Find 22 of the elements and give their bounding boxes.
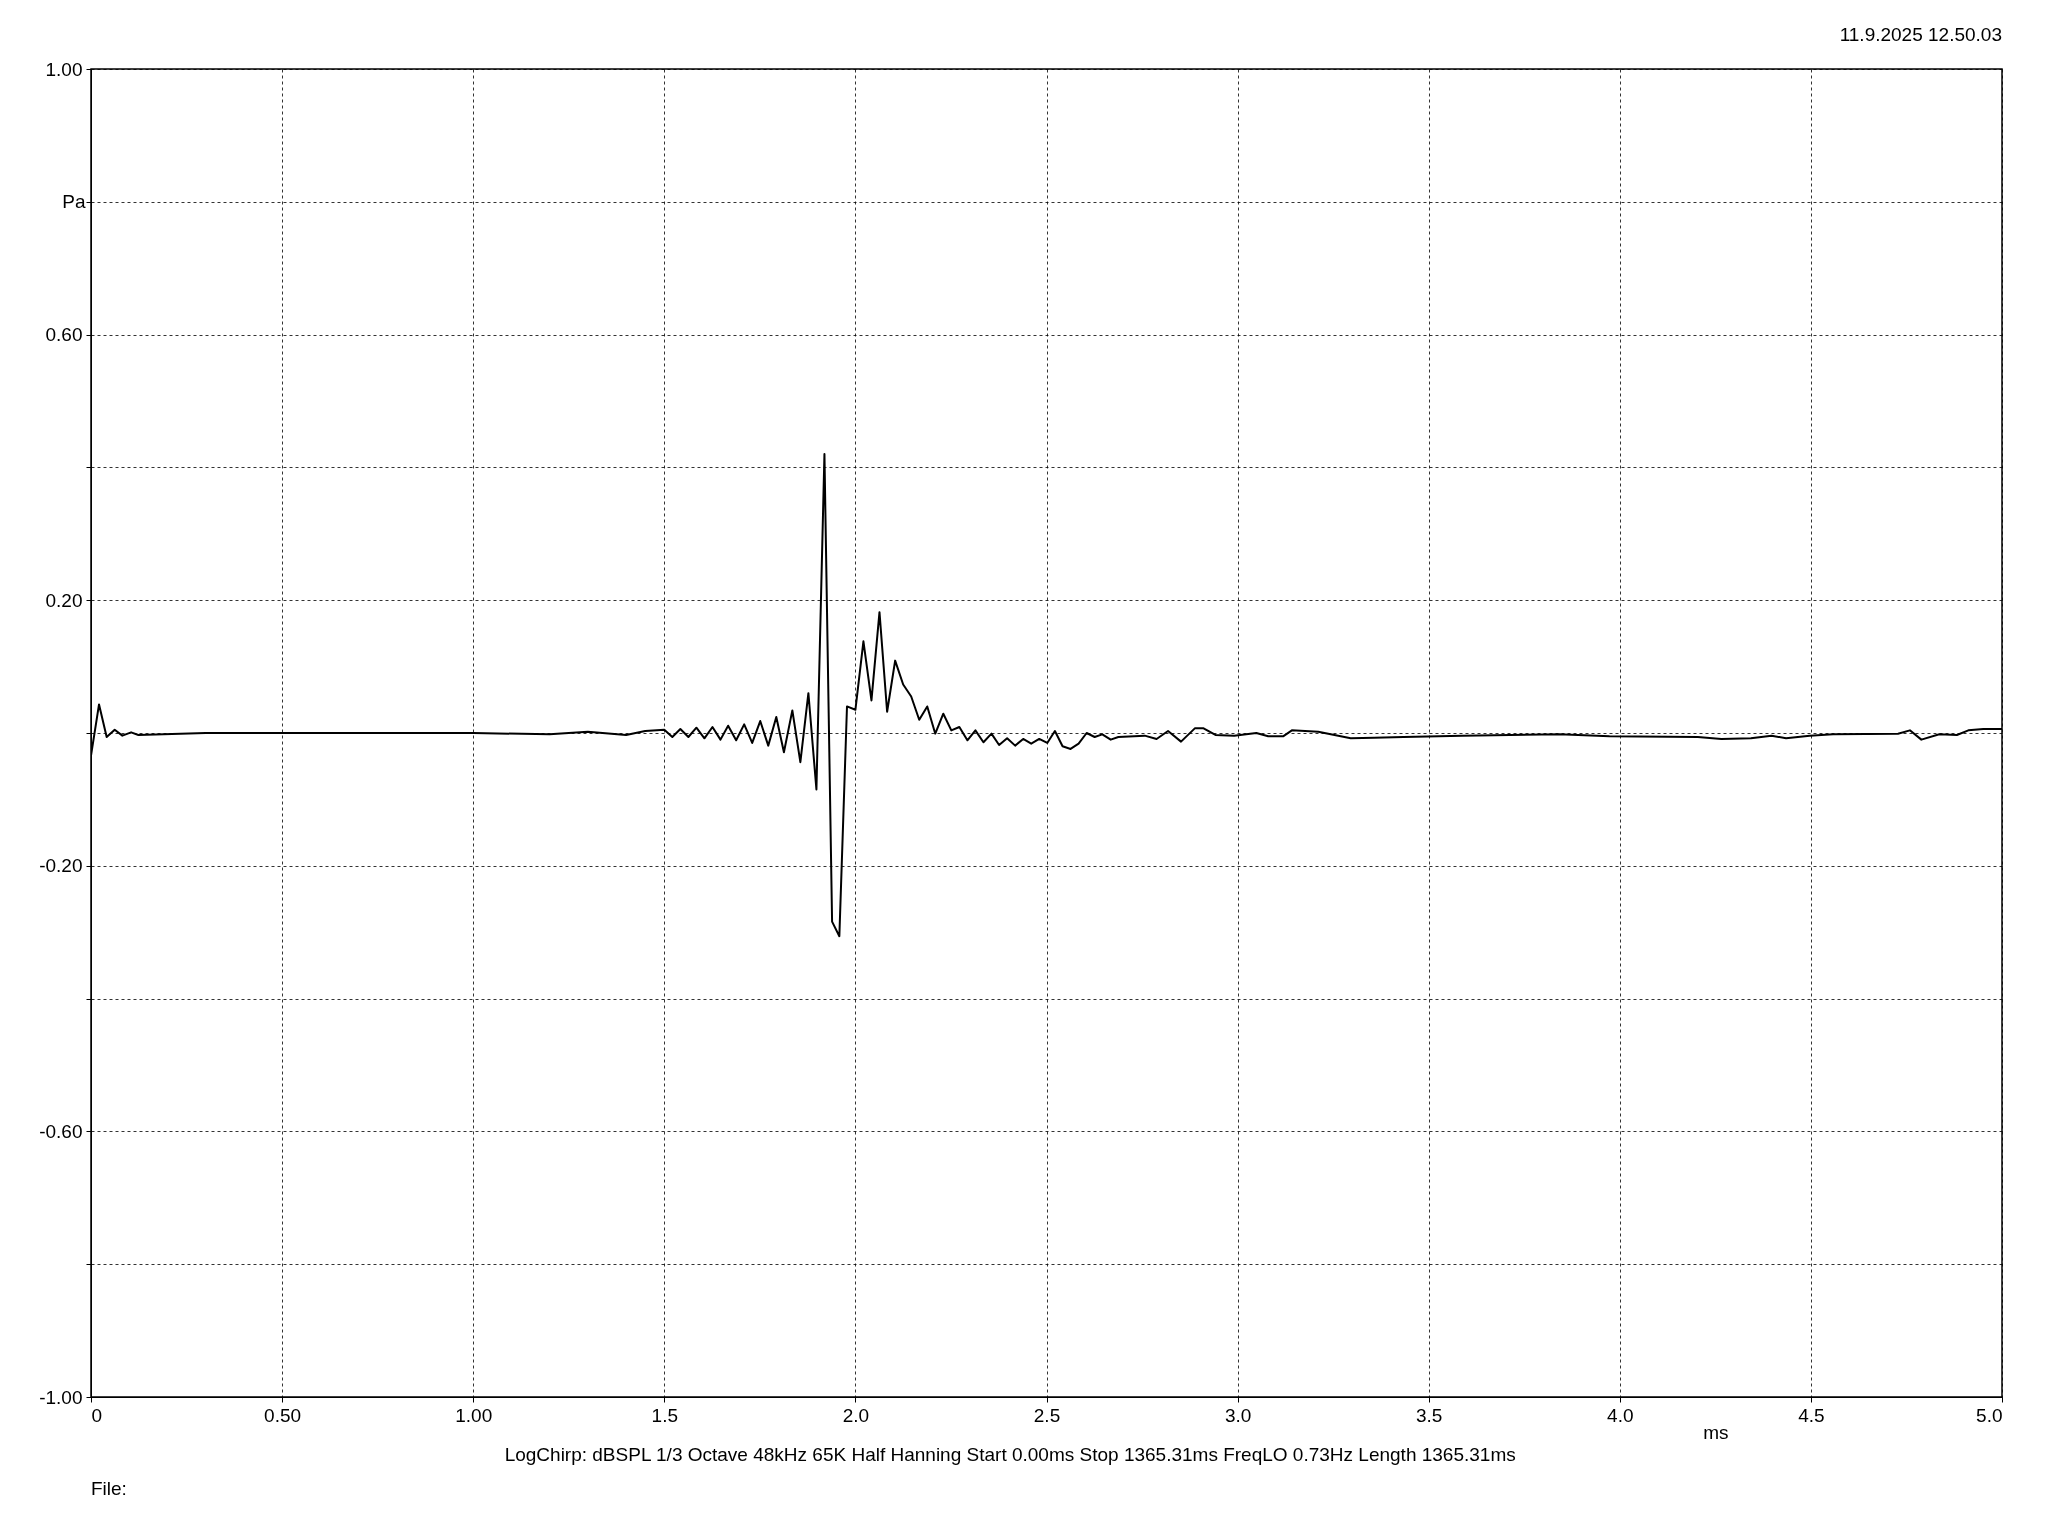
x-tick-label: 0 xyxy=(91,1404,103,1426)
x-tick-label: 2.5 xyxy=(1033,1404,1061,1426)
y-axis-title: Pa xyxy=(62,191,86,213)
x-tick-label: 3.0 xyxy=(1224,1404,1252,1426)
y-tick-label: -0.60 xyxy=(39,1120,83,1142)
text: File: xyxy=(91,1478,127,1499)
x-tick-label: 0.50 xyxy=(264,1404,302,1426)
x-tick-label: 4.0 xyxy=(1607,1404,1634,1426)
y-tick-label: 0.20 xyxy=(45,589,83,611)
x-tick-label: 4.5 xyxy=(1798,1404,1825,1426)
x-tick-label: 5.0 xyxy=(1976,1404,2003,1426)
y-tick-label: 0.60 xyxy=(45,324,83,346)
x-axis-title: ms xyxy=(1703,1421,1729,1443)
x-tick-label: 1.00 xyxy=(455,1404,493,1426)
x-tick-label: 3.5 xyxy=(1415,1404,1443,1426)
y-tick-label: -0.20 xyxy=(39,855,83,877)
text: LogChirp: dBSPL 1/3 Octave 48kHz 65K Half Hanning Start 0.00ms Stop 1365.31ms FreqLO 0.73Hz Length 1365.31ms xyxy=(504,1444,1516,1465)
y-tick-label: -1.00 xyxy=(39,1386,83,1408)
y-tick-label: 1.00 xyxy=(45,58,83,80)
x-tick-label: 1.5 xyxy=(651,1404,679,1426)
text: 11.9.2025 12.50.03 xyxy=(1839,24,2002,45)
x-tick-label: 2.0 xyxy=(842,1404,870,1426)
